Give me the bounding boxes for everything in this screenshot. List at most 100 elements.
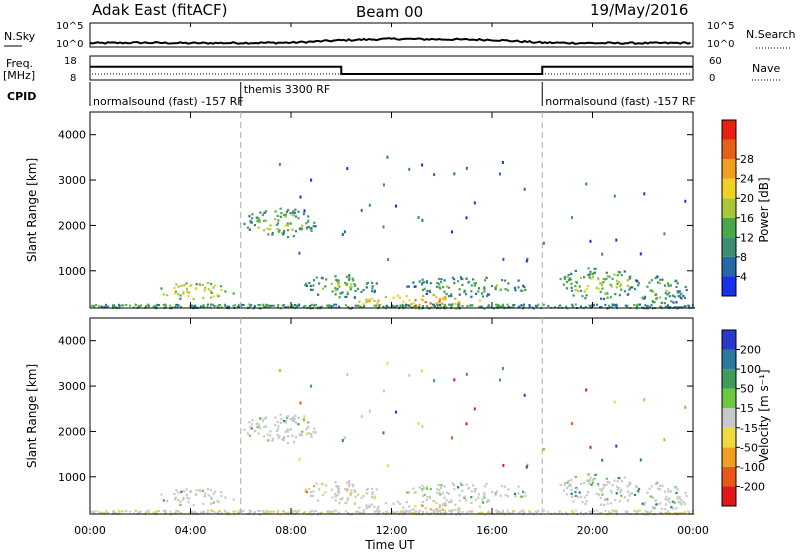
power-echo-cell: [673, 295, 676, 298]
power-echo-cell: [603, 297, 606, 300]
power-ground-scatter: [295, 306, 298, 308]
power-echo-cell: [453, 278, 456, 281]
power-echo-cell: [371, 285, 374, 288]
velocity-cbar-tick-label: -15: [740, 422, 758, 435]
velocity-echo-cell: [600, 503, 603, 506]
velocity-ground-scatter: [433, 511, 436, 514]
velocity-speckle: [526, 463, 529, 467]
velocity-ground-scatter: [558, 510, 561, 513]
velocity-echo-cell: [663, 490, 667, 493]
power-ground-scatter: [219, 304, 222, 306]
velocity-echo-cell: [356, 493, 360, 496]
velocity-speckle: [613, 400, 616, 404]
power-speckle: [451, 230, 453, 234]
velocity-ground-scatter: [190, 510, 193, 513]
velocity-echo-cell: [243, 428, 246, 431]
power-ground-scatter: [249, 305, 252, 308]
velocity-ground-scatter: [273, 510, 276, 513]
power-echo-cell: [616, 279, 619, 282]
power-ground-scatter: [457, 303, 460, 306]
velocity-echo-cell: [298, 434, 302, 437]
y-tick-label: 4000: [58, 335, 86, 348]
velocity-echo-cell: [659, 484, 662, 487]
velocity-echo-cell: [571, 495, 574, 498]
velocity-speckle: [421, 369, 424, 373]
power-echo-cell: [563, 277, 566, 280]
power-echo-cell: [422, 289, 425, 292]
velocity-echo-cell: [267, 439, 270, 442]
velocity-speckle: [305, 432, 308, 436]
velocity-ground-scatter: [137, 511, 140, 513]
velocity-ground-scatter: [523, 509, 525, 512]
power-echo-cell: [354, 284, 357, 287]
velocity-echo-cell: [424, 507, 427, 510]
y-tick-label: 3000: [58, 174, 86, 187]
velocity-echo-cell: [457, 507, 460, 510]
velocity-echo-cell: [685, 494, 688, 498]
velocity-ground-scatter: [175, 509, 178, 512]
power-echo-cell: [587, 274, 590, 277]
velocity-echo-cell: [684, 491, 687, 494]
power-echo-cell: [249, 221, 252, 224]
velocity-echo-cell: [376, 509, 379, 512]
velocity-echo-cell: [513, 492, 517, 495]
power-echo-cell: [613, 273, 616, 276]
colorbar-swatch: [722, 276, 736, 296]
power-echo-cell: [629, 286, 632, 289]
power-echo-cell: [664, 292, 667, 295]
velocity-echo-cell: [183, 490, 186, 493]
power-ground-scatter: [624, 304, 627, 307]
power-echo-cell: [611, 277, 614, 280]
power-ground-scatter: [211, 303, 214, 306]
velocity-echo-cell: [420, 504, 423, 507]
colorbar-swatch: [722, 466, 736, 487]
power-echo-cell: [259, 211, 262, 214]
velocity-ground-scatter: [216, 511, 219, 514]
power-ground-scatter: [295, 304, 298, 307]
velocity-ground-scatter: [129, 510, 132, 513]
power-ground-scatter: [461, 305, 464, 307]
power-echo-cell: [309, 288, 313, 291]
power-echo-cell: [344, 295, 347, 298]
power-echo-cell: [438, 300, 441, 303]
power-ground-scatter: [506, 303, 509, 306]
power-ground-scatter: [553, 306, 556, 309]
velocity-echo-cell: [192, 504, 195, 507]
power-echo-cell: [338, 296, 341, 299]
velocity-ground-scatter: [224, 510, 227, 513]
power-ground-scatter: [193, 306, 196, 309]
velocity-speckle: [585, 388, 588, 392]
velocity-ground-scatter: [608, 512, 611, 515]
power-echo-cell: [269, 228, 272, 231]
power-speckle: [382, 183, 385, 187]
velocity-echo-cell: [673, 501, 676, 504]
velocity-echo-cell: [257, 432, 260, 435]
velocity-echo-cell: [588, 482, 591, 485]
power-echo-cell: [676, 282, 679, 285]
velocity-ground-scatter: [315, 509, 317, 512]
velocity-echo-cell: [615, 492, 618, 495]
velocity-echo-cell: [250, 427, 253, 430]
power-ground-scatter: [117, 303, 120, 306]
power-echo-cell: [453, 282, 456, 285]
power-echo-cell: [317, 293, 320, 296]
velocity-echo-cell: [637, 490, 640, 493]
velocity-echo-cell: [675, 507, 678, 510]
power-echo-cell: [659, 296, 662, 299]
power-echo-cell: [585, 288, 588, 291]
velocity-ground-scatter: [614, 510, 617, 513]
velocity-echo-cell: [597, 484, 600, 487]
power-ground-scatter: [140, 304, 142, 307]
velocity-echo-cell: [523, 491, 526, 494]
power-echo-cell: [652, 290, 655, 293]
power-ground-scatter: [399, 304, 402, 307]
power-echo-cell: [628, 288, 631, 291]
power-ground-scatter: [248, 303, 251, 306]
velocity-echo-cell: [362, 494, 365, 498]
velocity-ground-scatter: [385, 510, 388, 513]
power-echo-cell: [284, 224, 287, 227]
velocity-echo-cell: [179, 500, 182, 503]
velocity-echo-cell: [210, 497, 213, 500]
